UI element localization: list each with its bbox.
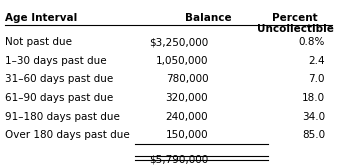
Text: 240,000: 240,000 bbox=[166, 112, 208, 122]
Text: 320,000: 320,000 bbox=[166, 93, 208, 103]
Text: 780,000: 780,000 bbox=[166, 74, 208, 85]
Text: 1,050,000: 1,050,000 bbox=[156, 56, 208, 66]
Text: 61–90 days past due: 61–90 days past due bbox=[5, 93, 113, 103]
Text: 34.0: 34.0 bbox=[302, 112, 325, 122]
Text: Over 180 days past due: Over 180 days past due bbox=[5, 130, 129, 140]
Text: $5,790,000: $5,790,000 bbox=[149, 155, 208, 165]
Text: 0.8%: 0.8% bbox=[299, 37, 325, 47]
Text: 2.4: 2.4 bbox=[308, 56, 325, 66]
Text: Not past due: Not past due bbox=[5, 37, 72, 47]
Text: Percent
Uncollectible: Percent Uncollectible bbox=[257, 13, 333, 34]
Text: 150,000: 150,000 bbox=[166, 130, 208, 140]
Text: Age Interval: Age Interval bbox=[5, 13, 77, 23]
Text: 31–60 days past due: 31–60 days past due bbox=[5, 74, 113, 85]
Text: 18.0: 18.0 bbox=[302, 93, 325, 103]
Text: 85.0: 85.0 bbox=[302, 130, 325, 140]
Text: $3,250,000: $3,250,000 bbox=[149, 37, 208, 47]
Text: 1–30 days past due: 1–30 days past due bbox=[5, 56, 106, 66]
Text: 91–180 days past due: 91–180 days past due bbox=[5, 112, 120, 122]
Text: Balance: Balance bbox=[185, 13, 232, 23]
Text: 7.0: 7.0 bbox=[309, 74, 325, 85]
